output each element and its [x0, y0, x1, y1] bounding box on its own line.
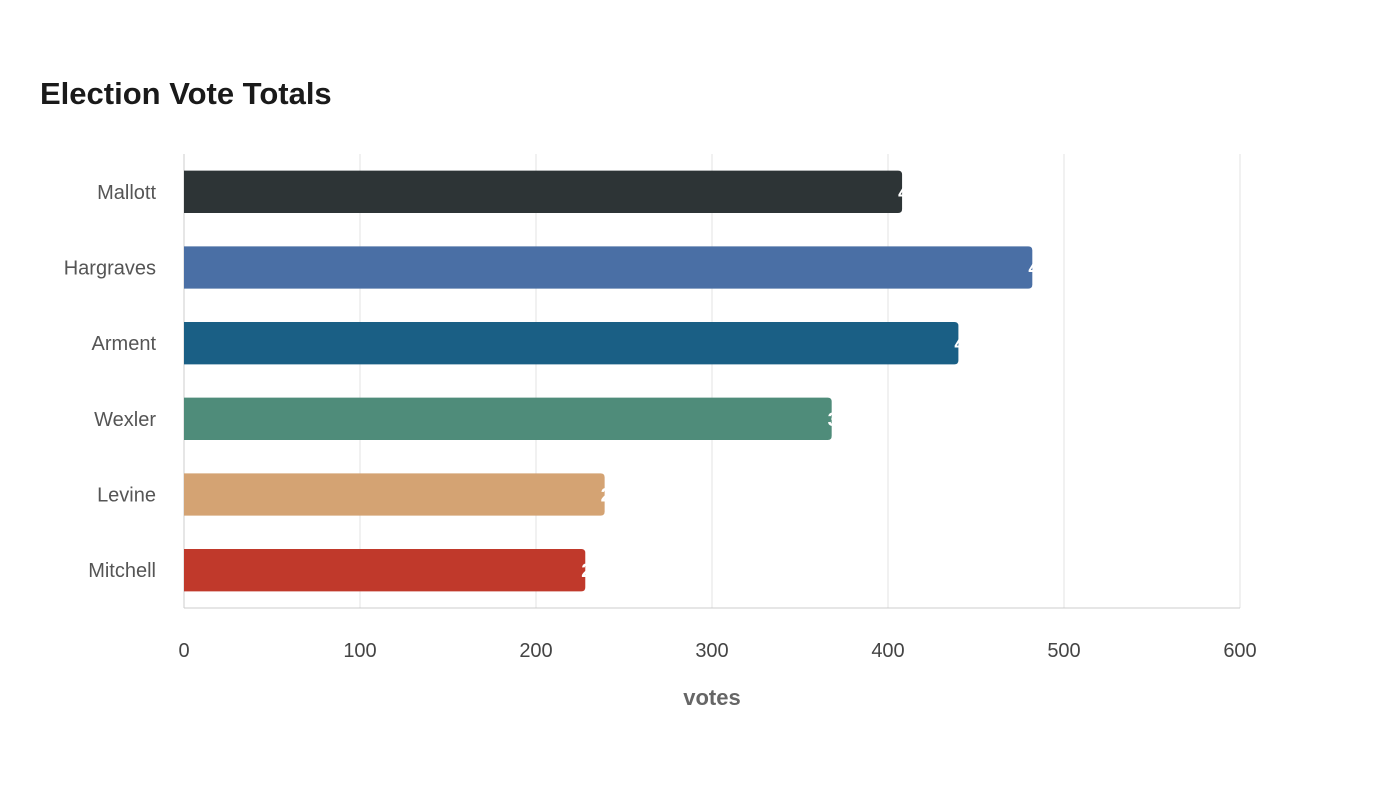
x-tick-label: 0	[178, 640, 189, 662]
category-label: Mitchell	[88, 560, 156, 582]
data-label: 408	[898, 183, 930, 204]
x-axis-ticks: 0 100 200 300 400 500 600	[178, 640, 1256, 662]
x-tick-label: 200	[519, 640, 552, 662]
x-tick-label: 400	[871, 640, 904, 662]
data-label: 482	[1028, 259, 1060, 280]
chart-title: Election Vote Totals	[40, 76, 332, 111]
bar-mallott	[184, 170, 903, 214]
bar-hargraves	[184, 246, 1033, 289]
x-tick-label: 300	[695, 640, 728, 662]
category-labels: Mallott Hargraves Arment Wexler Levine Mitche…	[64, 182, 157, 582]
category-label: Wexler	[94, 409, 156, 431]
bar-arment	[184, 321, 959, 365]
category-label: Arment	[92, 333, 157, 355]
gridlines	[183, 154, 1241, 609]
category-label: Mallott	[97, 182, 156, 204]
bar-mitchell	[184, 548, 586, 592]
data-label: 368	[828, 410, 860, 431]
bar-wexler	[184, 397, 832, 441]
data-label: 239	[601, 486, 633, 507]
bars: 408 482 440 368 239 228	[184, 170, 1060, 592]
bar-levine	[184, 473, 605, 516]
x-tick-label: 100	[343, 640, 376, 662]
x-axis-title: votes	[683, 685, 740, 710]
x-tick-label: 500	[1047, 640, 1080, 662]
data-label: 440	[954, 334, 986, 355]
x-tick-label: 600	[1223, 640, 1256, 662]
category-label: Levine	[97, 485, 156, 507]
data-label: 228	[581, 561, 613, 582]
category-label: Hargraves	[64, 258, 156, 280]
